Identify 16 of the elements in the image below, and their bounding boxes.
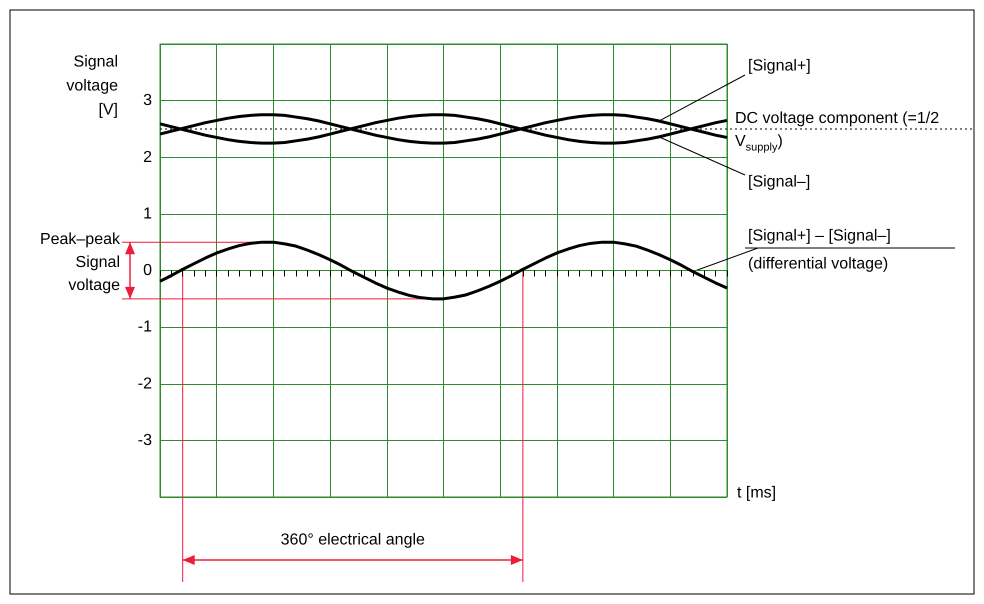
y-tick-label: 0 <box>143 262 152 279</box>
y-axis-title: Signal voltage [V] <box>66 54 118 118</box>
text: [Signal–] <box>748 174 810 190</box>
y-tick-label: -1 <box>138 318 152 336</box>
text: 360° electrical angle <box>280 532 426 548</box>
text: Peak–peak Signal voltage <box>40 231 121 294</box>
y-tick-label: -2 <box>138 375 152 392</box>
y-tick-label: 1 <box>143 205 152 222</box>
text: [Signal+] – [Signal–] <box>748 228 891 244</box>
y-tick-label: 3 <box>143 92 152 110</box>
text: [Signal+] <box>748 58 811 74</box>
text: (differential voltage) <box>748 256 888 272</box>
x-axis-title: t [ms] <box>737 484 776 502</box>
y-tick-label: 2 <box>143 148 152 166</box>
line-series <box>158 240 728 300</box>
y-tick-label: -3 <box>138 432 152 449</box>
